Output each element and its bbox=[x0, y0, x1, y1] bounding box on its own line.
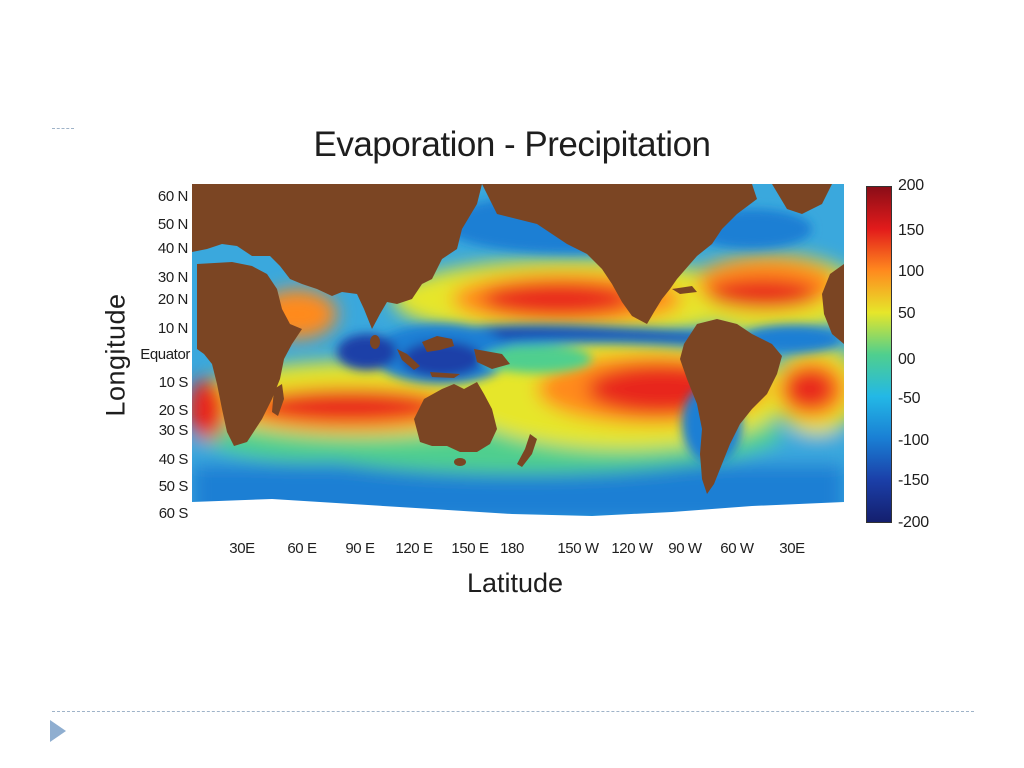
north-atlantic-red bbox=[707, 279, 817, 309]
new-guinea bbox=[474, 349, 510, 369]
south-indian-red bbox=[257, 390, 437, 422]
sumatra bbox=[397, 349, 420, 370]
bay-of-bengal-negative bbox=[337, 334, 397, 370]
australia bbox=[414, 382, 497, 452]
lat-tick: 60 N bbox=[157, 188, 188, 205]
lon-tick: 90 W bbox=[668, 540, 702, 557]
map-svg bbox=[192, 184, 844, 522]
colorbar bbox=[866, 186, 892, 523]
lat-tick-equator: Equator bbox=[140, 346, 190, 363]
lon-tick: 120 E bbox=[395, 540, 433, 557]
lat-tick: 60 S bbox=[158, 505, 189, 522]
lat-tick: 10 S bbox=[158, 374, 189, 391]
lon-tick: 30E bbox=[229, 540, 255, 557]
colorbar-tick: 00 bbox=[898, 351, 916, 368]
evaporation-precipitation-map bbox=[192, 184, 844, 522]
colorbar-tick: -200 bbox=[898, 514, 929, 531]
south-america bbox=[680, 319, 782, 494]
colorbar-tick: -100 bbox=[898, 432, 929, 449]
lat-tick: 50 N bbox=[157, 216, 188, 233]
figure-title: Evaporation - Precipitation bbox=[313, 125, 712, 164]
lon-tick: 120 W bbox=[611, 540, 653, 557]
lat-tick: 20 N bbox=[157, 291, 188, 308]
colorbar-tick: 200 bbox=[898, 177, 924, 194]
lon-tick: 90 E bbox=[345, 540, 375, 557]
colorbar-tick: -150 bbox=[898, 472, 929, 489]
borneo bbox=[422, 336, 454, 352]
north-pacific-red bbox=[482, 282, 632, 316]
lat-tick: 10 N bbox=[157, 320, 188, 337]
cuba bbox=[672, 286, 697, 294]
north-america bbox=[482, 184, 757, 324]
itcz-pacific-core bbox=[442, 327, 712, 344]
africa bbox=[197, 262, 302, 446]
lon-tick: 60 E bbox=[287, 540, 317, 557]
colorbar-tick: 50 bbox=[898, 305, 916, 322]
lat-tick: 30 S bbox=[158, 422, 189, 439]
bullet-arrow-icon bbox=[50, 720, 66, 742]
eurasia bbox=[192, 184, 482, 329]
land-layer bbox=[192, 184, 844, 522]
lon-tick: 180 bbox=[500, 540, 524, 557]
lat-tick: 30 N bbox=[157, 269, 188, 286]
lon-tick: 150 W bbox=[557, 540, 599, 557]
spcz-neutral bbox=[482, 345, 592, 373]
y-axis-title: Longitude bbox=[100, 293, 131, 417]
x-axis-title: Latitude bbox=[466, 568, 564, 598]
colorbar-tick: 150 bbox=[898, 222, 924, 239]
java bbox=[430, 372, 460, 378]
lat-tick: 50 S bbox=[158, 478, 189, 495]
colorbar-tick: -50 bbox=[898, 390, 921, 407]
south-atlantic-red bbox=[785, 369, 835, 409]
lat-tick: 20 S bbox=[158, 402, 189, 419]
lon-tick: 30E bbox=[779, 540, 805, 557]
lon-tick: 150 E bbox=[451, 540, 489, 557]
west-africa-edge bbox=[822, 264, 844, 344]
sri-lanka bbox=[370, 335, 380, 349]
madagascar bbox=[272, 384, 284, 416]
new-zealand bbox=[517, 434, 537, 467]
lon-tick: 60 W bbox=[720, 540, 754, 557]
tasmania bbox=[454, 458, 466, 466]
west-edge-red bbox=[192, 379, 227, 439]
antarctica-edge bbox=[192, 499, 844, 522]
colorbar-tick: 100 bbox=[898, 263, 924, 280]
warm-pool-core bbox=[402, 341, 482, 377]
lat-tick: 40 S bbox=[158, 451, 189, 468]
top-dash-decoration bbox=[52, 128, 74, 129]
lat-tick: 40 N bbox=[157, 240, 188, 257]
greenland bbox=[772, 184, 832, 214]
bottom-divider bbox=[52, 711, 974, 712]
